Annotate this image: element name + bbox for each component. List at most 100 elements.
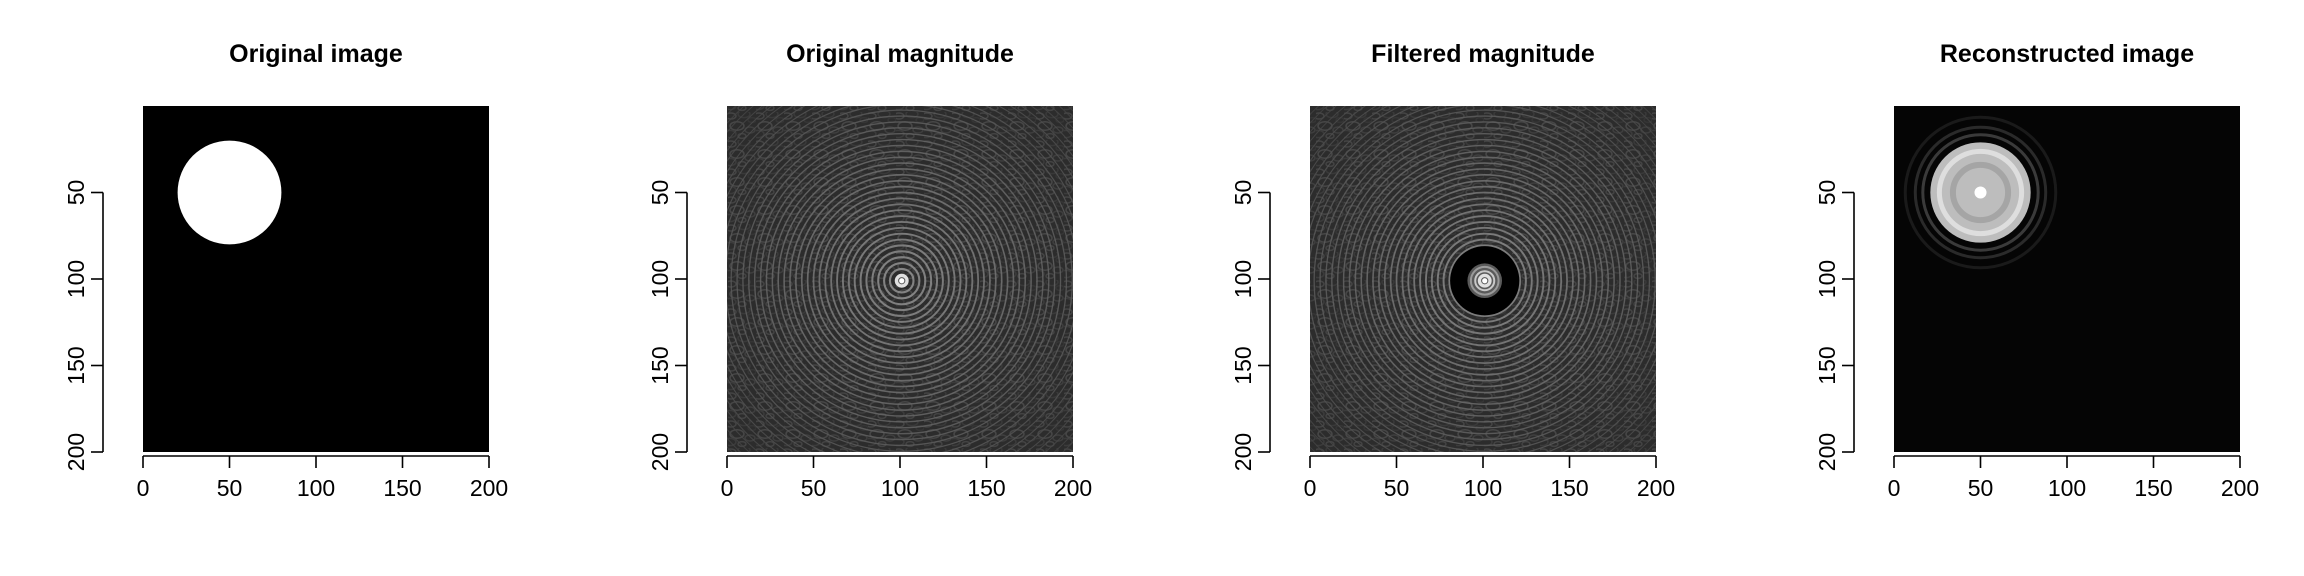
disk-center-spot — [1974, 186, 1987, 199]
spectrum-ring — [789, 168, 1015, 394]
spectrum-ring — [1430, 226, 1539, 335]
spectrum-ring — [812, 191, 991, 370]
spectrum-ring — [888, 267, 915, 294]
image-area — [1894, 106, 2240, 452]
y-tick-label: 50 — [1230, 180, 1256, 206]
x-tick-label: 200 — [1637, 475, 1675, 501]
panel-title: Filtered magnitude — [1371, 40, 1595, 68]
panel-title: Reconstructed image — [1940, 40, 2194, 68]
spectrum-ring — [1336, 132, 1633, 429]
spectrum-ring — [765, 144, 1038, 417]
y-tick-label: 100 — [63, 260, 89, 298]
spectrum-ring — [841, 220, 962, 341]
spectrum-ring — [859, 238, 944, 323]
x-tick-label: 200 — [1054, 475, 1092, 501]
dc-center — [898, 277, 906, 285]
spectrum-ring — [1401, 197, 1568, 364]
y-tick-label: 100 — [647, 260, 673, 298]
spectrum-ring — [771, 150, 1032, 411]
spectrum-ring — [736, 115, 1068, 447]
spectrum-ring — [1313, 109, 1656, 452]
spectrum-ring — [748, 127, 1056, 435]
spectrum-ring — [742, 121, 1062, 441]
spectrum-ring — [1389, 185, 1580, 376]
image-area — [1310, 106, 1656, 452]
x-tick-label: 0 — [1888, 475, 1901, 501]
spectrum-ring — [1419, 215, 1551, 347]
spectrum-ring — [1366, 162, 1604, 400]
disk-inner-ring — [1949, 161, 2012, 224]
spectrum-ring — [1360, 156, 1610, 406]
y-tick-label: 200 — [647, 433, 673, 471]
spectrum-ring — [1407, 203, 1563, 359]
spectrum-ring — [1383, 179, 1586, 382]
x-tick-label: 0 — [1304, 475, 1317, 501]
panel-2: Original magnitude 50 100 150 200 0 50 100 150 20… — [647, 40, 1092, 501]
spectrum-ring — [1395, 191, 1574, 370]
spectrum-ring — [1342, 138, 1627, 423]
panel-title: Original magnitude — [786, 40, 1014, 68]
x-tick-label: 150 — [967, 475, 1005, 501]
x-tick-label: 50 — [1384, 475, 1410, 501]
x-tick-label: 50 — [1968, 475, 1994, 501]
spectrum-ring — [877, 256, 927, 306]
core-ring — [1474, 270, 1496, 292]
x-tick-label: 150 — [2134, 475, 2172, 501]
dc-center — [1481, 277, 1489, 285]
spectrum-ring — [1319, 115, 1651, 447]
spectrum-ring — [847, 226, 956, 335]
disk-inner-ring — [1936, 148, 2025, 237]
spectrum-ring — [836, 215, 968, 347]
image-area — [727, 106, 1073, 452]
spectrum-ring — [795, 174, 1009, 388]
image-area — [143, 106, 489, 452]
spectrum-ring — [1413, 209, 1557, 353]
y-tick-label: 200 — [1814, 433, 1840, 471]
core-ring — [1469, 265, 1500, 296]
spectrum-ring — [1348, 144, 1621, 417]
spectrum-ring — [1378, 174, 1592, 388]
spectrum-ring — [1325, 121, 1645, 441]
x-tick-label: 0 — [137, 475, 150, 501]
spectrum-ring — [1372, 168, 1598, 394]
x-tick-label: 50 — [217, 475, 243, 501]
panel-4: Reconstructed image 50 100 150 200 0 50 100 150 2… — [1814, 40, 2259, 501]
y-tick-label: 100 — [1230, 260, 1256, 298]
y-tick-label: 200 — [63, 433, 89, 471]
y-tick-label: 50 — [647, 180, 673, 206]
spectrum-ring — [777, 156, 1027, 406]
spectrum-ring — [865, 244, 939, 318]
y-tick-label: 150 — [63, 346, 89, 384]
x-tick-label: 0 — [721, 475, 734, 501]
spectrum-ring — [1442, 238, 1527, 323]
y-tick-label: 150 — [1814, 346, 1840, 384]
spectrum-ring — [830, 209, 974, 353]
x-tick-label: 150 — [1550, 475, 1588, 501]
y-tick-label: 50 — [1814, 180, 1840, 206]
y-tick-label: 150 — [1230, 346, 1256, 384]
spectrum-ring — [1448, 244, 1522, 318]
x-tick-label: 100 — [2048, 475, 2086, 501]
spectrum-ring — [818, 197, 985, 364]
ringing-halo — [1913, 125, 2048, 260]
spectrum-ring — [806, 185, 997, 376]
spectrum-ring — [824, 203, 980, 359]
y-tick-label: 200 — [1230, 433, 1256, 471]
spectrum-ring — [853, 232, 950, 329]
y-tick-label: 50 — [63, 180, 89, 206]
spectrum-ring — [783, 162, 1021, 400]
spectrum-ring — [1354, 150, 1615, 411]
x-tick-label: 100 — [881, 475, 919, 501]
spectrum-ring — [759, 138, 1044, 423]
y-tick-label: 100 — [1814, 260, 1840, 298]
spectrum-ring — [753, 132, 1050, 429]
spectrum-ring — [1436, 232, 1533, 329]
y-tick-label: 150 — [647, 346, 673, 384]
spectrum-ring — [883, 262, 921, 300]
x-tick-label: 50 — [801, 475, 827, 501]
spectrum-ring — [1331, 127, 1639, 435]
panel-1: Original image 50 100 150 200 0 50 100 150 200 — [63, 40, 508, 501]
ringing-halo — [1903, 115, 2058, 270]
white-disk — [177, 140, 282, 245]
ringing-halo — [1921, 133, 2040, 252]
